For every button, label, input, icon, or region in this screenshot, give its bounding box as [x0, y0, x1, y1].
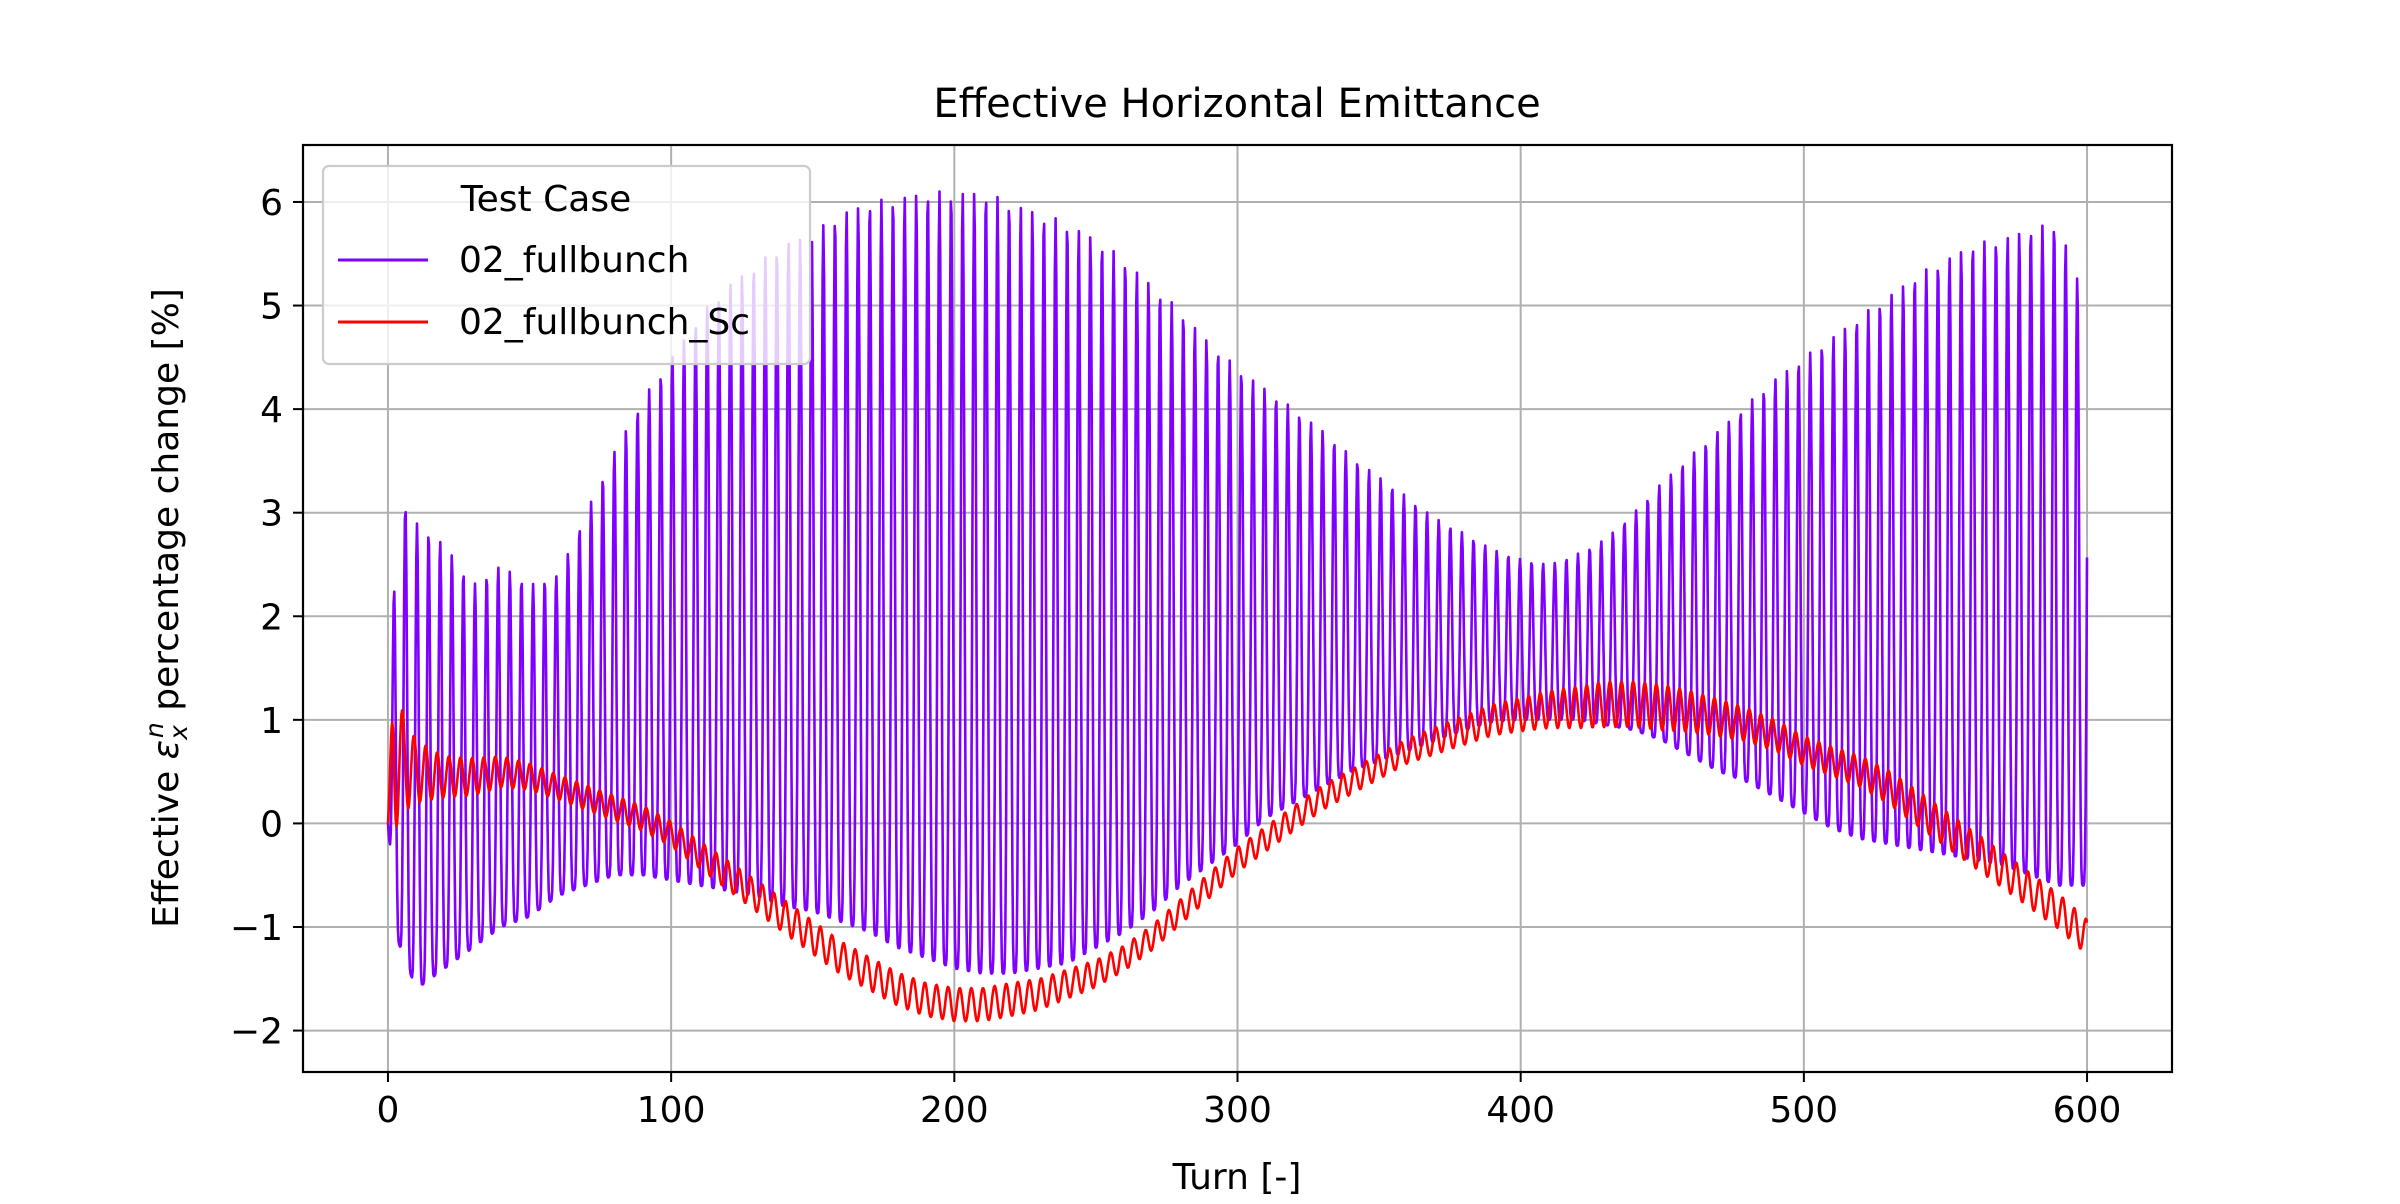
x-tick-label: 300: [1203, 1090, 1272, 1131]
y-axis-label-subscript: x: [164, 725, 193, 741]
x-tick-label: 600: [2053, 1090, 2122, 1131]
legend-label-02-fullbunch-sc: 02_fullbunch_Sc: [459, 302, 750, 343]
y-axis-label: Effective εxn percentage change [%]: [140, 288, 193, 928]
axis-ticks: 0 100 200 300 400 500 600 −2 −1 0 1 2 3 4 5 6: [230, 183, 2121, 1131]
x-tick-label: 400: [1486, 1090, 1555, 1131]
chart-title: Effective Horizontal Emittance: [933, 81, 1540, 127]
y-tick-label: −1: [230, 908, 283, 949]
x-tick-label: 100: [637, 1090, 706, 1131]
y-tick-label: 2: [260, 597, 283, 638]
x-tick-label: 0: [377, 1090, 400, 1131]
y-tick-label: 1: [260, 701, 283, 742]
series-lines: [386, 190, 2089, 1023]
y-tick-label: 3: [260, 494, 283, 535]
y-tick-label: 6: [260, 183, 283, 224]
series-line-02-fullbunch-sc: [386, 680, 2089, 1023]
y-tick-label: 0: [260, 804, 283, 845]
series-line-02-fullbunch: [386, 190, 2089, 986]
y-axis-label-superscript: n: [140, 722, 169, 738]
y-tick-label: 4: [260, 390, 283, 431]
x-axis-label: Turn [-]: [1172, 1157, 1302, 1198]
y-axis-label-symbol: ε: [146, 740, 187, 759]
legend-title: Test Case: [460, 179, 631, 220]
y-axis-label-prefix: Effective: [146, 759, 187, 928]
legend-label-02-fullbunch: 02_fullbunch: [459, 240, 689, 281]
y-tick-label: −2: [230, 1012, 283, 1053]
y-axis-label-suffix: percentage change [%]: [146, 288, 187, 722]
legend: Test Case 02_fullbunch 02_fullbunch_Sc: [321, 164, 812, 366]
x-tick-label: 200: [920, 1090, 989, 1131]
y-tick-label: 5: [260, 287, 283, 328]
legend-box: [321, 164, 812, 366]
x-tick-label: 500: [1770, 1090, 1839, 1131]
